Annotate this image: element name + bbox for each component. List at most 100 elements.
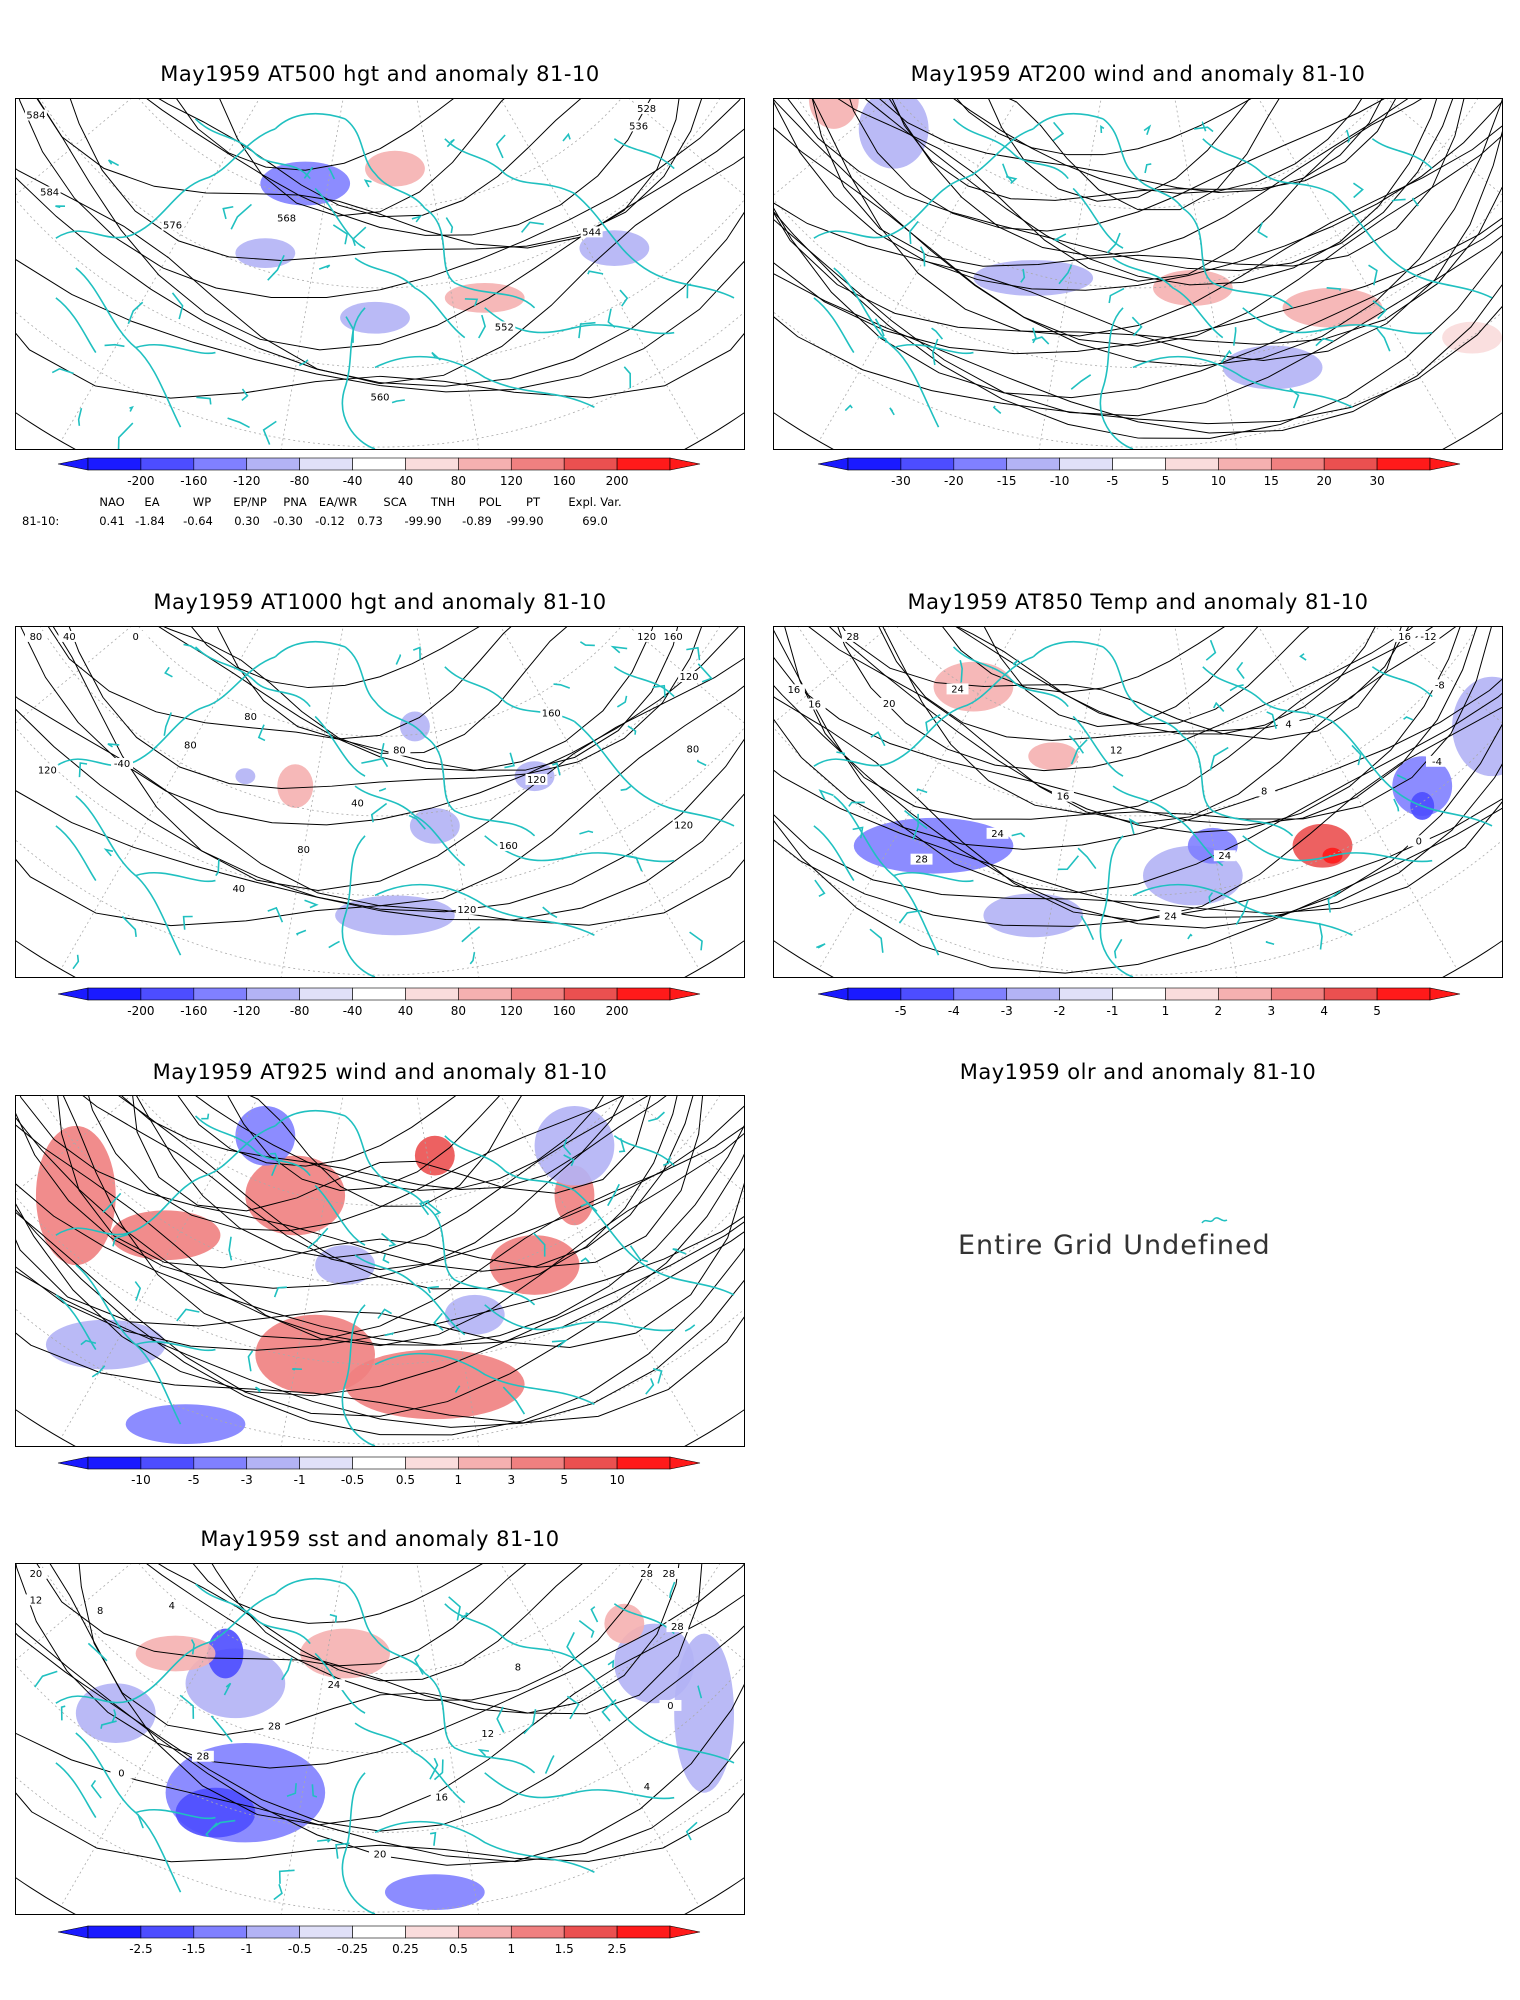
contour-lines [774,627,1502,974]
contour-label: 24 [951,684,964,695]
colorbar-swatch [1059,987,1113,1001]
colorbar-tick-label: -5 [1106,474,1119,488]
teleconnection-value: -1.84 [135,514,165,528]
coastlines [813,639,1493,977]
colorbar-arrow-left [57,1456,89,1470]
colorbar-tick-label: 200 [605,474,629,488]
contour-label-bg [1052,790,1074,802]
colorbar-swatch [563,1456,618,1470]
contour-label-bg [635,102,658,114]
contour-label: 12 [1110,746,1123,757]
colorbar-swatch [1376,457,1431,471]
contour-label-bg [388,744,411,756]
contour-label: 16 [435,1792,448,1803]
contour-label-bg [160,1600,183,1611]
contour-label: 120 [680,672,699,683]
teleconnection-values-row: 81-10: 0.41 -1.84 -0.64 0.30 -0.30 -0.12 0.73 -… [0,514,760,530]
colorbar-swatch [352,457,406,471]
positive-anomaly-area [277,764,314,808]
negative-anomaly-area [384,1874,485,1911]
colorbar-swatch [1059,457,1113,471]
panel-title-at200: May1959 AT200 wind and anomaly 81-10 [910,62,1366,86]
contour-label: 4 [169,1601,175,1612]
colorbar-tick-label: 10 [609,1473,625,1487]
colorbar-tick-label: -1 [293,1473,306,1487]
positive-anomaly-area [345,1349,525,1420]
contour-label: 24 [328,1680,341,1691]
map-svg: 120 160 120 80 120 160 120 160 120 80 40 80 40 80 80 -4… [16,627,744,977]
teleconnection-header: Expl. Var. [568,495,622,509]
contour-label-bg [627,120,650,132]
colorbar-tick-label: 15 [1263,474,1279,488]
contour-label-bg [666,1621,689,1633]
colorbar-tick-label: 80 [450,474,466,488]
contour-label-bg [369,1848,391,1860]
colorbar-arrow-right [669,1456,701,1470]
colorbar-tick-label: -80 [289,1004,310,1018]
colorbar-svg [817,457,1461,471]
contour-label: 120 [637,632,656,643]
contour-label-bg [580,226,603,238]
teleconnection-value: 0.73 [357,514,383,528]
contour-label: 20 [374,1849,387,1860]
map-at1000: 120 160 120 80 120 160 120 160 120 80 40 80 40 80 80 -4… [15,626,745,978]
contour-label: 40 [351,798,364,809]
lat-lon-grid [774,99,1502,449]
colorbar-arrow-right [669,457,701,471]
colorbar-swatch [193,457,248,471]
colorbar-tick-label: 40 [397,1004,414,1018]
contour-label-bg [506,1661,529,1673]
colorbar-svg [57,1456,701,1470]
colorbar-swatch [900,987,955,1001]
colorbar-swatch [953,987,1008,1001]
colorbar-swatch [246,1456,300,1470]
map-at200 [773,98,1503,450]
colorbar-swatch [1165,457,1219,471]
contour-label-bg [124,630,147,642]
contour-label-bg [946,683,969,695]
panel-title-at500: May1959 AT500 hgt and anomaly 81-10 [160,62,600,86]
contour-label-bg [24,1567,47,1579]
contour-label: 568 [277,213,296,224]
contour-label-bg [24,109,47,121]
panel-title-at1000: May1959 AT1000 hgt and anomaly 81-10 [153,590,607,614]
teleconnection-value: 0.30 [234,514,260,528]
contour-label: 160 [499,841,518,852]
colorbar-tick-label: -5 [187,1473,200,1487]
colorbar-tick-label: -120 [233,1004,261,1018]
contour-label-bg [1428,679,1451,691]
colorbar-swatch [900,457,955,471]
panel-title-at850: May1959 AT850 Temp and anomaly 81-10 [907,590,1369,614]
contour-label-bg [497,840,520,851]
map-svg: 28 28 28 0 4 8 12 16 20 24 28 28 0 4 8 12 20 [16,1564,744,1914]
negative-anomaly-area [235,768,256,785]
contour-label: 28 [846,632,859,643]
negative-anomaly-area [340,301,410,334]
negative-anomaly-area [534,1105,615,1186]
colorbar-swatch [1218,987,1272,1001]
colorbar-tick-label: 5 [560,1473,568,1487]
contour-label: -8 [1435,680,1445,691]
colorbar-tick-label: 30 [1369,474,1385,488]
colorbar-at500: -200 -160 -120 -80 -40 40 80 120 160 200 [57,457,701,492]
map-sst: 28 28 28 0 4 8 12 16 20 24 28 28 0 4 8 12 20 [15,1563,745,1915]
colorbar-at1000: -200 -160 -120 -80 -40 40 80 120 160 200 [57,987,701,1022]
teleconnection-headers: NAO EA WP EP/NP PNA EA/WR SCA TNH POL PT Expl. Var… [0,495,760,511]
contour-label: 24 [1218,851,1231,862]
contour-label: 0 [132,632,138,643]
colorbar-swatch [616,987,671,1001]
contour-label-bg [191,1750,214,1762]
contour-label-bg [322,1679,345,1691]
contour-label: 80 [687,744,700,755]
colorbar-swatch [510,457,565,471]
contour-label-bg [179,739,202,751]
teleconnection-header: TNH [430,495,456,509]
colorbar-swatch [193,1456,248,1470]
contour-label-bg [1159,910,1182,922]
negative-anomaly-area [235,238,296,269]
colorbar-swatch [299,987,353,1001]
colorbar-tick-label: 0.25 [392,1942,419,1956]
coastlines [813,112,1493,449]
negative-anomaly-area [45,1319,166,1370]
contour-label: 120 [674,820,693,831]
